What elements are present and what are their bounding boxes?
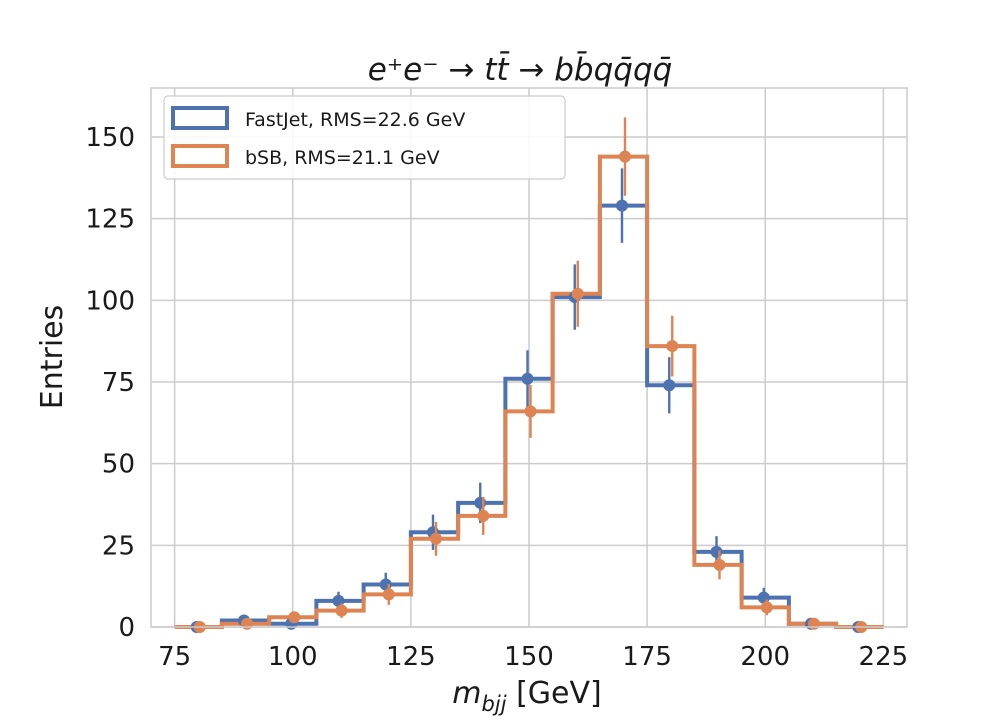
x-tick-label: 175 — [622, 642, 672, 672]
x-tick-label: 150 — [504, 642, 554, 672]
y-tick-label: 100 — [85, 286, 135, 316]
data-point — [760, 601, 773, 614]
data-point — [713, 558, 726, 571]
y-tick-label: 75 — [102, 368, 135, 398]
data-point — [666, 340, 679, 353]
chart-title: e⁺e⁻ → tt̄ → bb̄qq̄qq̄ — [368, 51, 673, 88]
y-tick-label: 150 — [85, 123, 135, 153]
x-axis-label-var: m — [452, 676, 481, 711]
legend-box — [163, 95, 566, 180]
legend: FastJet, RMS=22.6 GeV bSB, RMS=21.1 GeV — [163, 95, 566, 180]
x-tick-label: 200 — [740, 642, 790, 672]
data-point — [430, 532, 442, 545]
data-point — [616, 199, 628, 212]
data-point — [521, 372, 534, 385]
legend-swatch-fastjet — [171, 106, 229, 130]
data-point — [382, 588, 395, 601]
legend-label-fastjet: FastJet, RMS=22.6 GeV — [245, 109, 465, 131]
axis-ticks: 75 100 125 150 175 200 225 0 25 50 75 100 125 150 — [85, 123, 908, 672]
legend-swatch-bsb — [171, 144, 229, 168]
error-bars — [190, 117, 868, 633]
data-point — [288, 611, 301, 624]
data-point — [571, 287, 584, 300]
y-tick-label: 50 — [102, 450, 135, 480]
data-point — [619, 150, 631, 163]
y-tick-label: 125 — [85, 205, 135, 235]
x-tick-label: 100 — [268, 642, 318, 672]
x-tick-label: 75 — [158, 642, 191, 672]
data-point — [808, 617, 820, 630]
x-axis-label-unit: [GeV] — [507, 676, 602, 711]
x-tick-label: 125 — [386, 642, 436, 672]
data-point — [524, 405, 537, 418]
y-tick-label: 25 — [102, 531, 135, 561]
x-axis-label: mbjj [GeV] — [452, 676, 601, 716]
data-point — [477, 509, 490, 522]
data-point — [474, 496, 487, 509]
data-point — [663, 379, 676, 392]
x-tick-label: 225 — [859, 642, 909, 672]
legend-label-bsb: bSB, RMS=21.1 GeV — [245, 147, 440, 169]
data-point — [241, 617, 253, 630]
y-tick-label: 0 — [118, 613, 135, 643]
y-axis-label: Entries — [35, 305, 70, 410]
data-point — [335, 604, 348, 617]
plot-frame — [150, 87, 908, 628]
x-axis-label-sub: bjj — [482, 692, 507, 716]
